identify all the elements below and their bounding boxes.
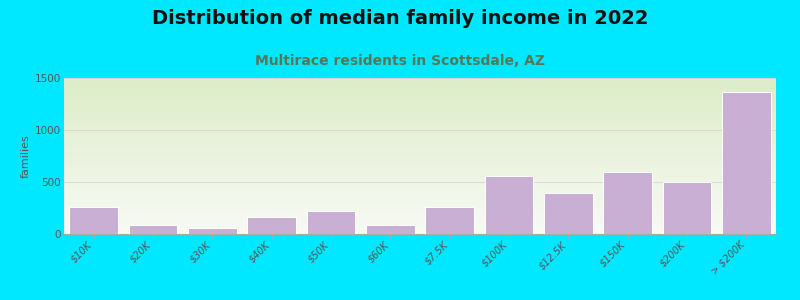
Bar bbox=[366, 225, 414, 234]
Bar bbox=[544, 194, 593, 234]
Bar bbox=[188, 228, 237, 234]
Text: Multirace residents in Scottsdale, AZ: Multirace residents in Scottsdale, AZ bbox=[255, 54, 545, 68]
Bar bbox=[306, 211, 355, 234]
Bar bbox=[426, 208, 474, 234]
Bar bbox=[662, 182, 711, 234]
Bar bbox=[70, 207, 118, 234]
Bar bbox=[722, 92, 770, 234]
Bar bbox=[129, 225, 178, 234]
Bar bbox=[603, 172, 652, 234]
Y-axis label: families: families bbox=[21, 134, 31, 178]
Bar bbox=[247, 218, 296, 234]
Bar bbox=[485, 176, 534, 234]
Text: Distribution of median family income in 2022: Distribution of median family income in … bbox=[152, 9, 648, 28]
